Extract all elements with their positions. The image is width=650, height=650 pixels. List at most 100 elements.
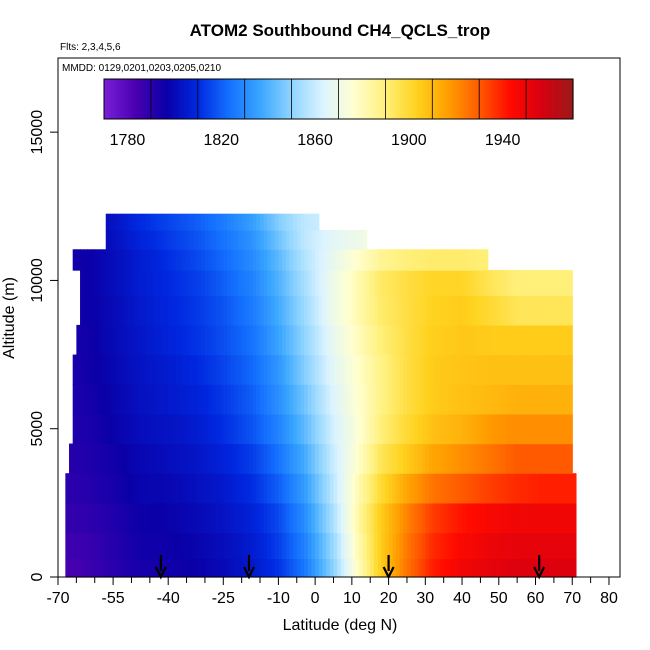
heatmap-cell (197, 532, 202, 560)
heatmap-cell (311, 354, 316, 385)
heatmap-cell (153, 502, 158, 534)
heatmap-cell (351, 270, 357, 296)
colorbar-segment (490, 79, 494, 119)
heatmap-cell (252, 230, 257, 250)
colorbar-segment (333, 79, 337, 119)
heatmap-cell (186, 558, 191, 578)
colorbar-segment (108, 79, 112, 119)
heatmap-cell (414, 270, 419, 296)
colorbar-segment (462, 79, 466, 119)
colorbar-segment (122, 79, 126, 119)
heatmap-cell (535, 270, 540, 296)
heatmap-cell (506, 473, 511, 504)
colorbar-segment (399, 79, 403, 119)
heatmap-cell (304, 270, 309, 296)
heatmap-cell (256, 502, 261, 534)
heatmap-cell (528, 413, 533, 445)
heatmap-cell (278, 324, 283, 356)
heatmap-cell (557, 295, 562, 326)
heatmap-cell (289, 213, 294, 231)
heatmap-cell (263, 354, 268, 385)
heatmap-cell (245, 230, 250, 250)
heatmap-cell (454, 384, 459, 415)
heatmap-cell (168, 384, 173, 415)
heatmap-cell (300, 213, 305, 231)
heatmap-cell (484, 502, 489, 534)
heatmap-cell (495, 443, 500, 474)
y-tick-label: 10000 (29, 258, 46, 303)
heatmap-cell (168, 213, 173, 231)
heatmap-cell (381, 502, 386, 534)
colorbar-segment (296, 79, 300, 119)
heatmap-cell (83, 249, 88, 271)
heatmap-cell (91, 443, 96, 474)
heatmap-cell (201, 532, 206, 560)
heatmap-cell (241, 270, 246, 296)
heatmap-cell (436, 532, 441, 560)
heatmap-cell (333, 324, 338, 356)
heatmap-cell (406, 502, 412, 534)
colorbar-segment (530, 79, 534, 119)
x-tick-label: -40 (157, 590, 180, 607)
heatmap-cell (219, 324, 224, 356)
colorbar-segment (359, 79, 363, 119)
heatmap-cell (249, 502, 254, 534)
heatmap-cell (465, 249, 470, 271)
heatmap-cell (524, 324, 529, 356)
heatmap-cell (410, 558, 415, 578)
heatmap-cell (388, 532, 393, 560)
heatmap-cell (425, 324, 430, 356)
heatmap-cell (271, 473, 276, 504)
heatmap-cell (186, 532, 191, 560)
heatmap-cell (157, 295, 162, 326)
heatmap-cell (480, 473, 485, 504)
colorbar-segment (554, 79, 558, 119)
heatmap-cell (348, 270, 353, 296)
heatmap-cell (406, 324, 412, 356)
heatmap-cell (425, 295, 430, 326)
heatmap-cell (318, 249, 324, 271)
heatmap-cell (304, 249, 309, 271)
heatmap-cell (421, 249, 426, 271)
heatmap-cell (245, 473, 250, 504)
heatmap-cell (399, 532, 404, 560)
colorbar-segment (141, 79, 145, 119)
colorbar-tick-label: 1900 (391, 132, 427, 149)
heatmap-cell (568, 558, 573, 578)
heatmap-cell (359, 324, 364, 356)
heatmap-cell (249, 532, 254, 560)
heatmap-cell (315, 295, 320, 326)
heatmap-cell (131, 502, 136, 534)
heatmap-cell (495, 558, 500, 578)
heatmap-cell (105, 384, 111, 415)
heatmap-cell (425, 532, 430, 560)
heatmap-cell (131, 213, 136, 231)
heatmap-cell (285, 213, 291, 231)
heatmap-cell (87, 249, 92, 271)
heatmap-cell (212, 249, 217, 271)
colorbar-segment (361, 79, 365, 119)
heatmap-cell (138, 502, 144, 534)
heatmap-cell (304, 295, 309, 326)
heatmap-cell (465, 502, 470, 534)
colorbar-segment (390, 79, 394, 119)
heatmap-cell (421, 354, 426, 385)
heatmap-cell (98, 413, 103, 445)
colorbar-segment (373, 79, 377, 119)
heatmap-cell (267, 502, 272, 534)
heatmap-cell (271, 558, 276, 578)
heatmap-cell (98, 532, 103, 560)
heatmap-cell (469, 249, 474, 271)
heatmap-cell (337, 502, 342, 534)
heatmap-cell (506, 295, 511, 326)
heatmap-cell (410, 324, 415, 356)
heatmap-cell (146, 558, 151, 578)
heatmap-cell (263, 502, 268, 534)
heatmap-cell (484, 270, 489, 296)
heatmap-cell (513, 324, 518, 356)
heatmap-cell (436, 324, 441, 356)
heatmap-cell (201, 270, 206, 296)
heatmap-cell (428, 413, 434, 445)
heatmap-cell (212, 384, 217, 415)
heatmap-cell (252, 413, 257, 445)
